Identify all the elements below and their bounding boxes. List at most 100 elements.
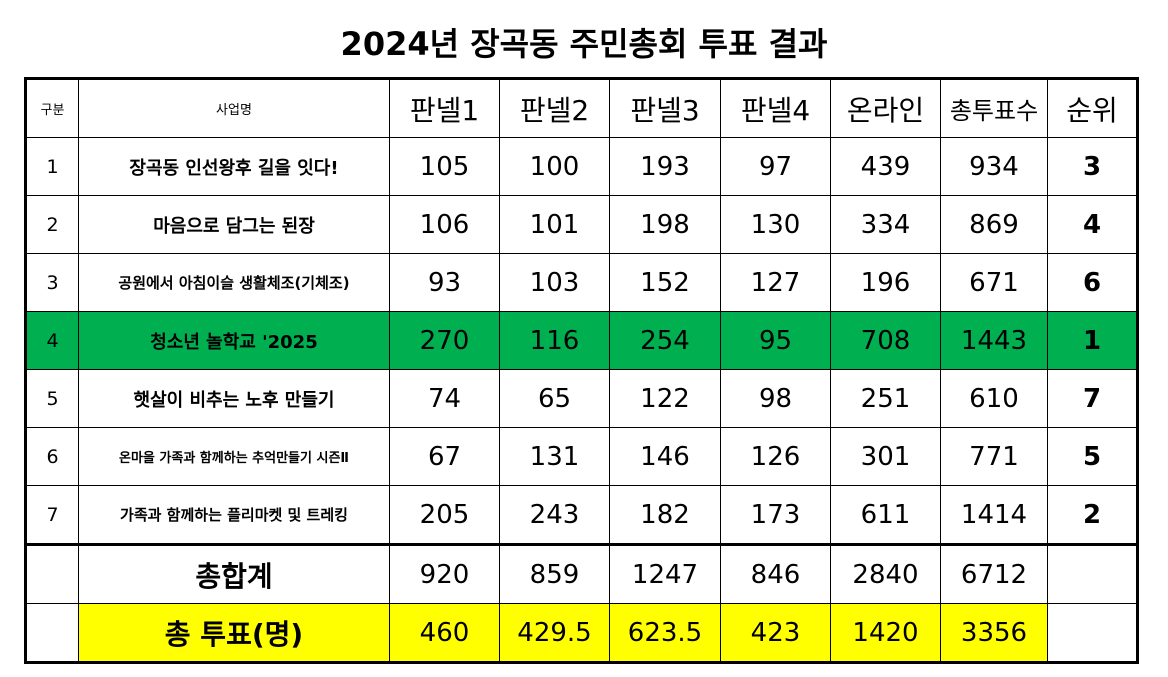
row-panel2: 103 [499, 253, 610, 312]
table-row: 6 온마을 가족과 함께하는 추억만들기 시즌Ⅱ 67 131 146 126 … [25, 427, 1138, 486]
sum-row: 총합계 920 859 1247 846 2840 6712 [25, 543, 1138, 604]
row-panel4: 95 [720, 311, 831, 370]
header-total-votes: 총투표수 [940, 78, 1048, 138]
row-panel1: 67 [389, 427, 500, 486]
vote-result-table: 구분 사업명 판넬1 판넬2 판넬3 판넬4 온라인 총투표수 순위 1 장곡동… [24, 77, 1139, 664]
header-panel2: 판넬2 [499, 78, 610, 138]
row-rank: 1 [1047, 311, 1138, 370]
row-panel3: 152 [609, 253, 721, 312]
row-total: 771 [940, 427, 1048, 486]
row-online: 301 [830, 427, 941, 486]
header-row: 구분 사업명 판넬1 판넬2 판넬3 판넬4 온라인 총투표수 순위 [25, 78, 1138, 138]
row-panel1: 74 [389, 369, 500, 428]
sum-panel4: 846 [720, 543, 831, 604]
row-rank: 2 [1047, 485, 1138, 545]
row-total: 671 [940, 253, 1048, 312]
header-rank: 순위 [1047, 78, 1138, 138]
row-project-name: 햇살이 비추는 노후 만들기 [78, 369, 390, 428]
row-rank: 5 [1047, 427, 1138, 486]
row-panel1: 270 [389, 311, 500, 370]
table-row: 1 장곡동 인선왕후 길을 잇다! 105 100 193 97 439 934… [25, 137, 1138, 196]
page-title: 2024년 장곡동 주민총회 투표 결과 [340, 25, 828, 63]
sum-online: 2840 [830, 543, 941, 604]
table-row: 5 햇살이 비추는 노후 만들기 74 65 122 98 251 610 7 [25, 369, 1138, 428]
row-panel3: 122 [609, 369, 721, 428]
header-panel4: 판넬4 [720, 78, 831, 138]
row-panel3: 198 [609, 195, 721, 254]
voters-index-empty [25, 603, 79, 663]
row-panel2: 116 [499, 311, 610, 370]
header-project: 사업명 [78, 78, 390, 138]
row-total: 610 [940, 369, 1048, 428]
row-project-name: 온마을 가족과 함께하는 추억만들기 시즌Ⅱ [78, 427, 390, 486]
voters-panel3: 623.5 [609, 603, 721, 663]
table-row: 7 가족과 함께하는 플리마켓 및 트레킹 205 243 182 173 61… [25, 485, 1138, 545]
row-panel4: 173 [720, 485, 831, 545]
row-panel2: 131 [499, 427, 610, 486]
table-row: 3 공원에서 아침이슬 생활체조(기체조) 93 103 152 127 196… [25, 253, 1138, 312]
row-index: 1 [25, 137, 79, 196]
row-project-name: 공원에서 아침이슬 생활체조(기체조) [78, 253, 390, 312]
row-total: 869 [940, 195, 1048, 254]
sum-total: 6712 [940, 543, 1048, 604]
row-index: 4 [25, 311, 79, 370]
row-panel2: 65 [499, 369, 610, 428]
row-online: 196 [830, 253, 941, 312]
row-index: 6 [25, 427, 79, 486]
row-panel2: 243 [499, 485, 610, 545]
row-panel1: 106 [389, 195, 500, 254]
row-project-name: 청소년 놀학교 '2025 [78, 311, 390, 370]
header-online: 온라인 [830, 78, 941, 138]
row-online: 334 [830, 195, 941, 254]
row-panel4: 97 [720, 137, 831, 196]
row-rank: 3 [1047, 137, 1138, 196]
row-panel2: 101 [499, 195, 610, 254]
header-panel1: 판넬1 [389, 78, 500, 138]
row-online: 439 [830, 137, 941, 196]
row-panel1: 205 [389, 485, 500, 545]
row-index: 5 [25, 369, 79, 428]
sum-panel2: 859 [499, 543, 610, 604]
row-panel4: 98 [720, 369, 831, 428]
row-panel3: 254 [609, 311, 721, 370]
voters-panel4: 423 [720, 603, 831, 663]
row-index: 7 [25, 485, 79, 545]
sum-index-empty [25, 543, 79, 604]
row-rank: 7 [1047, 369, 1138, 428]
table-row-winner: 4 청소년 놀학교 '2025 270 116 254 95 708 1443 … [25, 311, 1138, 370]
voters-panel1: 460 [389, 603, 500, 663]
row-panel1: 93 [389, 253, 500, 312]
voters-panel2: 429.5 [499, 603, 610, 663]
row-online: 251 [830, 369, 941, 428]
row-project-name: 마음으로 담그는 된장 [78, 195, 390, 254]
voters-online: 1420 [830, 603, 941, 663]
table-row: 2 마음으로 담그는 된장 106 101 198 130 334 869 4 [25, 195, 1138, 254]
voters-total: 3356 [940, 603, 1048, 663]
row-panel3: 146 [609, 427, 721, 486]
row-index: 2 [25, 195, 79, 254]
header-panel3: 판넬3 [609, 78, 721, 138]
row-online: 708 [830, 311, 941, 370]
row-panel4: 130 [720, 195, 831, 254]
row-panel1: 105 [389, 137, 500, 196]
row-project-name: 장곡동 인선왕후 길을 잇다! [78, 137, 390, 196]
row-panel4: 126 [720, 427, 831, 486]
sum-rank-empty [1047, 543, 1138, 604]
voters-rank-empty [1047, 603, 1138, 663]
header-index: 구분 [25, 78, 79, 138]
row-rank: 6 [1047, 253, 1138, 312]
row-panel4: 127 [720, 253, 831, 312]
sum-label: 총합계 [78, 543, 390, 604]
row-panel3: 193 [609, 137, 721, 196]
row-total: 934 [940, 137, 1048, 196]
row-online: 611 [830, 485, 941, 545]
row-total: 1414 [940, 485, 1048, 545]
voters-label: 총 투표(명) [78, 603, 390, 663]
row-index: 3 [25, 253, 79, 312]
row-rank: 4 [1047, 195, 1138, 254]
row-project-name: 가족과 함께하는 플리마켓 및 트레킹 [78, 485, 390, 545]
row-panel2: 100 [499, 137, 610, 196]
row-panel3: 182 [609, 485, 721, 545]
sum-panel1: 920 [389, 543, 500, 604]
voters-row: 총 투표(명) 460 429.5 623.5 423 1420 3356 [25, 603, 1138, 663]
